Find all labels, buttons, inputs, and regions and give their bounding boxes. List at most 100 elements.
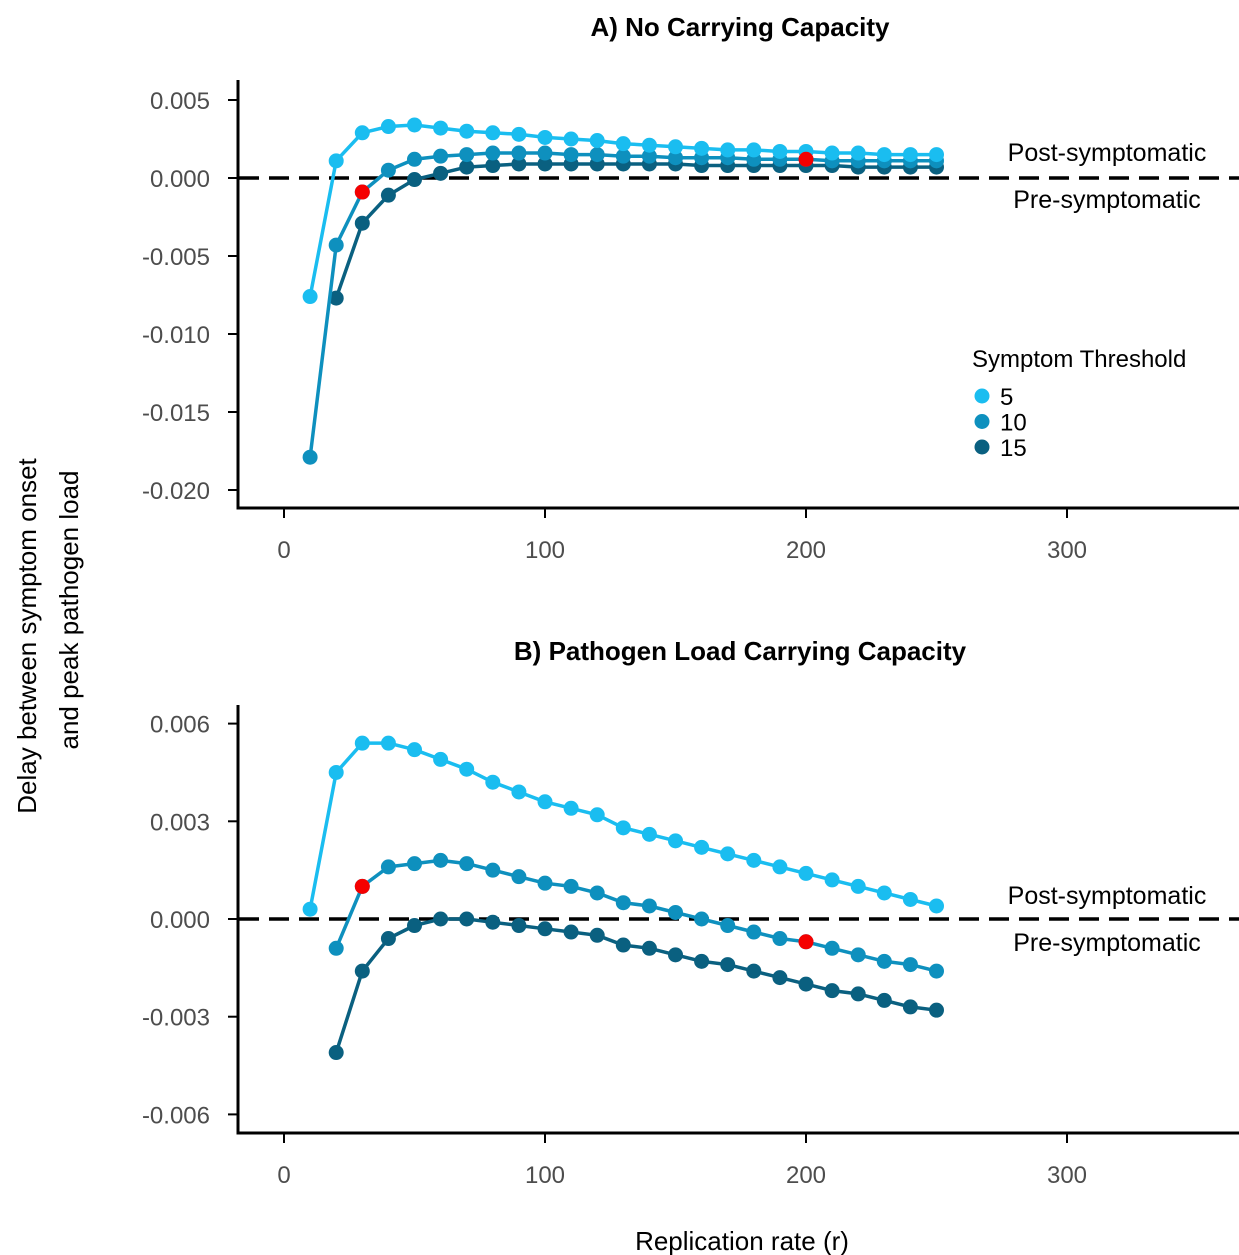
panel-a-point-5	[354, 125, 370, 141]
panel-b-point-5	[850, 878, 866, 894]
panel-b-point-15	[615, 937, 631, 953]
panel-a-point-5	[302, 289, 318, 305]
panel-b-point-15	[694, 953, 710, 969]
panel-a-point-10	[668, 150, 683, 166]
panel-a-point-10	[380, 162, 396, 178]
panel-a-point-10	[563, 147, 579, 163]
panel-a-point-5	[850, 145, 866, 161]
legend-key-10	[974, 414, 990, 429]
legend-label-5: 5	[1000, 384, 1013, 411]
panel-a-y-tick-label: 0.005	[150, 88, 210, 115]
y-axis-title-line2: and peak pathogen load	[54, 470, 84, 749]
panel-a-point-15	[511, 156, 527, 172]
panel-a-point-10	[641, 148, 657, 164]
legend-title: Symptom Threshold	[972, 346, 1186, 373]
panel-a-series-line-10	[308, 151, 937, 458]
panel-a-point-5	[824, 145, 840, 161]
x-axis-title: Replication rate (r)	[635, 1226, 849, 1255]
panel-b-title: B) Pathogen Load Carrying Capacity	[514, 636, 967, 666]
panel-b-point-10	[746, 924, 762, 940]
panel-b-point-5	[354, 735, 370, 751]
panel-b-y-tick-label: -0.006	[142, 1102, 210, 1129]
panel-b-point-15	[328, 1045, 344, 1061]
panel-b-point-10	[433, 852, 449, 868]
panel-a-point-5	[407, 117, 422, 133]
panel-b-point-5	[328, 764, 344, 780]
panel-a-point-5	[746, 142, 762, 158]
panel-b-point-10	[694, 911, 710, 927]
panel-a-point-10	[589, 147, 605, 163]
panel-b-point-15	[824, 983, 840, 999]
panel-b-label-pre-symptomatic: Pre-symptomatic	[1013, 929, 1201, 957]
panel-b-point-5	[746, 852, 762, 868]
panel-b-point-5	[772, 859, 788, 875]
panel-a-title: A) No Carrying Capacity	[590, 12, 890, 42]
panel-b-point-5	[511, 784, 527, 800]
panel-b-point-10	[563, 878, 579, 894]
panel-b-x-tick-label: 200	[786, 1162, 826, 1189]
panel-a-y-tick-label: -0.005	[142, 244, 210, 271]
panel-a-point-10	[485, 145, 501, 161]
panel-b-point-5	[902, 891, 918, 907]
panel-b-point-5	[694, 839, 710, 855]
panel-b-point-15	[511, 918, 527, 934]
panel-a-x-tick-label: 200	[786, 537, 826, 564]
panel-a-point-5	[433, 120, 449, 136]
panel-b-point-10	[641, 898, 657, 914]
panel-b-point-5	[537, 794, 553, 810]
panel-b-point-15	[850, 986, 866, 1002]
panel-a-point-10	[511, 145, 527, 161]
panel-b-point-15	[459, 911, 475, 927]
panel-a-point-10	[433, 148, 449, 164]
panel-b-highlight-point	[354, 878, 370, 894]
panel-b-point-15	[433, 911, 449, 927]
panel-b-point-15	[929, 1002, 944, 1018]
panel-b-point-10	[850, 947, 866, 963]
panel-a: 0.005 0.000 -0.005 -0.010 -0.015 -0.020 0 100 20…	[142, 80, 1239, 564]
legend-key-15	[974, 439, 990, 455]
panel-a-point-5	[929, 147, 944, 163]
panel-a-point-10	[459, 147, 475, 163]
panel-b-highlight-point	[798, 934, 814, 950]
panel-a-point-5	[537, 129, 553, 145]
panel-a-point-5	[641, 137, 657, 153]
panel-b-x-tick-label: 0	[277, 1162, 290, 1189]
panel-b-point-15	[407, 918, 422, 934]
panel-b-point-5	[302, 901, 318, 917]
panel-b-point-5	[876, 885, 892, 901]
panel-b-point-15	[746, 963, 762, 979]
panel-b-point-10	[328, 940, 344, 956]
panel-b-point-15	[537, 921, 553, 937]
panel-b-point-10	[485, 862, 501, 878]
panel-b-point-5	[929, 898, 944, 914]
legend-label-15: 15	[1000, 435, 1027, 462]
panel-a-label-pre-symptomatic: Pre-symptomatic	[1013, 186, 1201, 214]
panel-b-y-tick-label: 0.000	[150, 907, 210, 934]
panel-a-point-15	[328, 290, 344, 306]
panel-b-point-5	[798, 865, 814, 881]
panel-b-point-15	[485, 914, 501, 930]
panel-b-point-5	[824, 872, 840, 888]
panel-a-point-15	[485, 158, 501, 174]
panel-b-point-10	[407, 856, 422, 872]
panel-a-point-15	[459, 159, 475, 175]
panel-b-point-15	[772, 970, 788, 986]
panel-b-point-5	[720, 846, 736, 862]
panel-b-point-10	[589, 885, 605, 901]
panel-b-point-15	[720, 957, 736, 973]
panel-b-y-tick-label: 0.006	[150, 712, 210, 739]
panel-b-point-10	[511, 869, 527, 885]
panel-b-point-5	[615, 820, 631, 836]
panel-a-highlight-point	[798, 151, 814, 167]
panel-a-point-5	[902, 147, 918, 163]
panel-a-point-5	[694, 140, 710, 156]
panel-b-series-line-10	[334, 858, 937, 973]
panel-b-point-10	[720, 918, 736, 934]
panel-a-point-5	[876, 147, 892, 163]
panel-b-point-10	[537, 875, 553, 891]
panel-b-y-tick-label: -0.003	[142, 1005, 210, 1032]
panel-a-point-15	[407, 172, 422, 188]
panel-a-point-10	[302, 449, 318, 465]
